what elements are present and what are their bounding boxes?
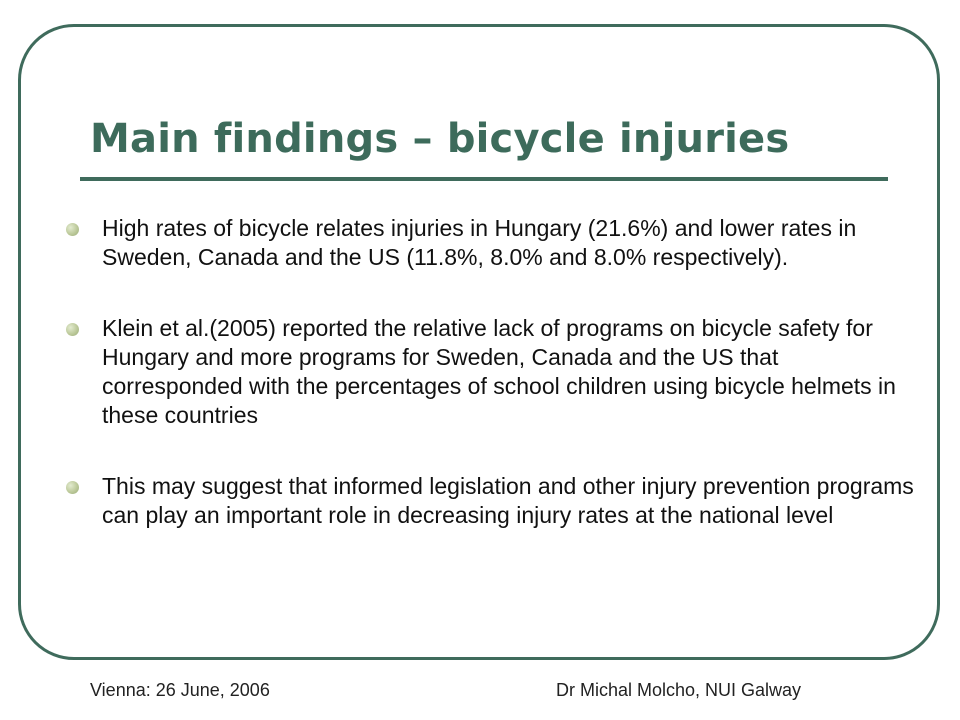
bullet-text: This may suggest that informed legislati… [102,473,914,528]
bullet-dot-icon [66,481,79,494]
bullet-dot-icon [66,323,79,336]
bullet-item: Klein et al.(2005) reported the relative… [66,314,916,430]
slide-title: Main findings – bicycle injuries [90,116,790,162]
slide-frame [18,24,940,660]
footer-date: Vienna: 26 June, 2006 [90,680,270,700]
bullet-text: Klein et al.(2005) reported the relative… [102,315,896,428]
bullet-item: High rates of bicycle relates injuries i… [66,214,916,272]
bullet-item: This may suggest that informed legislati… [66,472,916,530]
bullet-dot-icon [66,223,79,236]
bullet-list: High rates of bicycle relates injuries i… [66,214,916,572]
footer-author: Dr Michal Molcho, NUI Galway [556,680,802,700]
bullet-text: High rates of bicycle relates injuries i… [102,215,857,270]
title-underline [80,177,888,181]
